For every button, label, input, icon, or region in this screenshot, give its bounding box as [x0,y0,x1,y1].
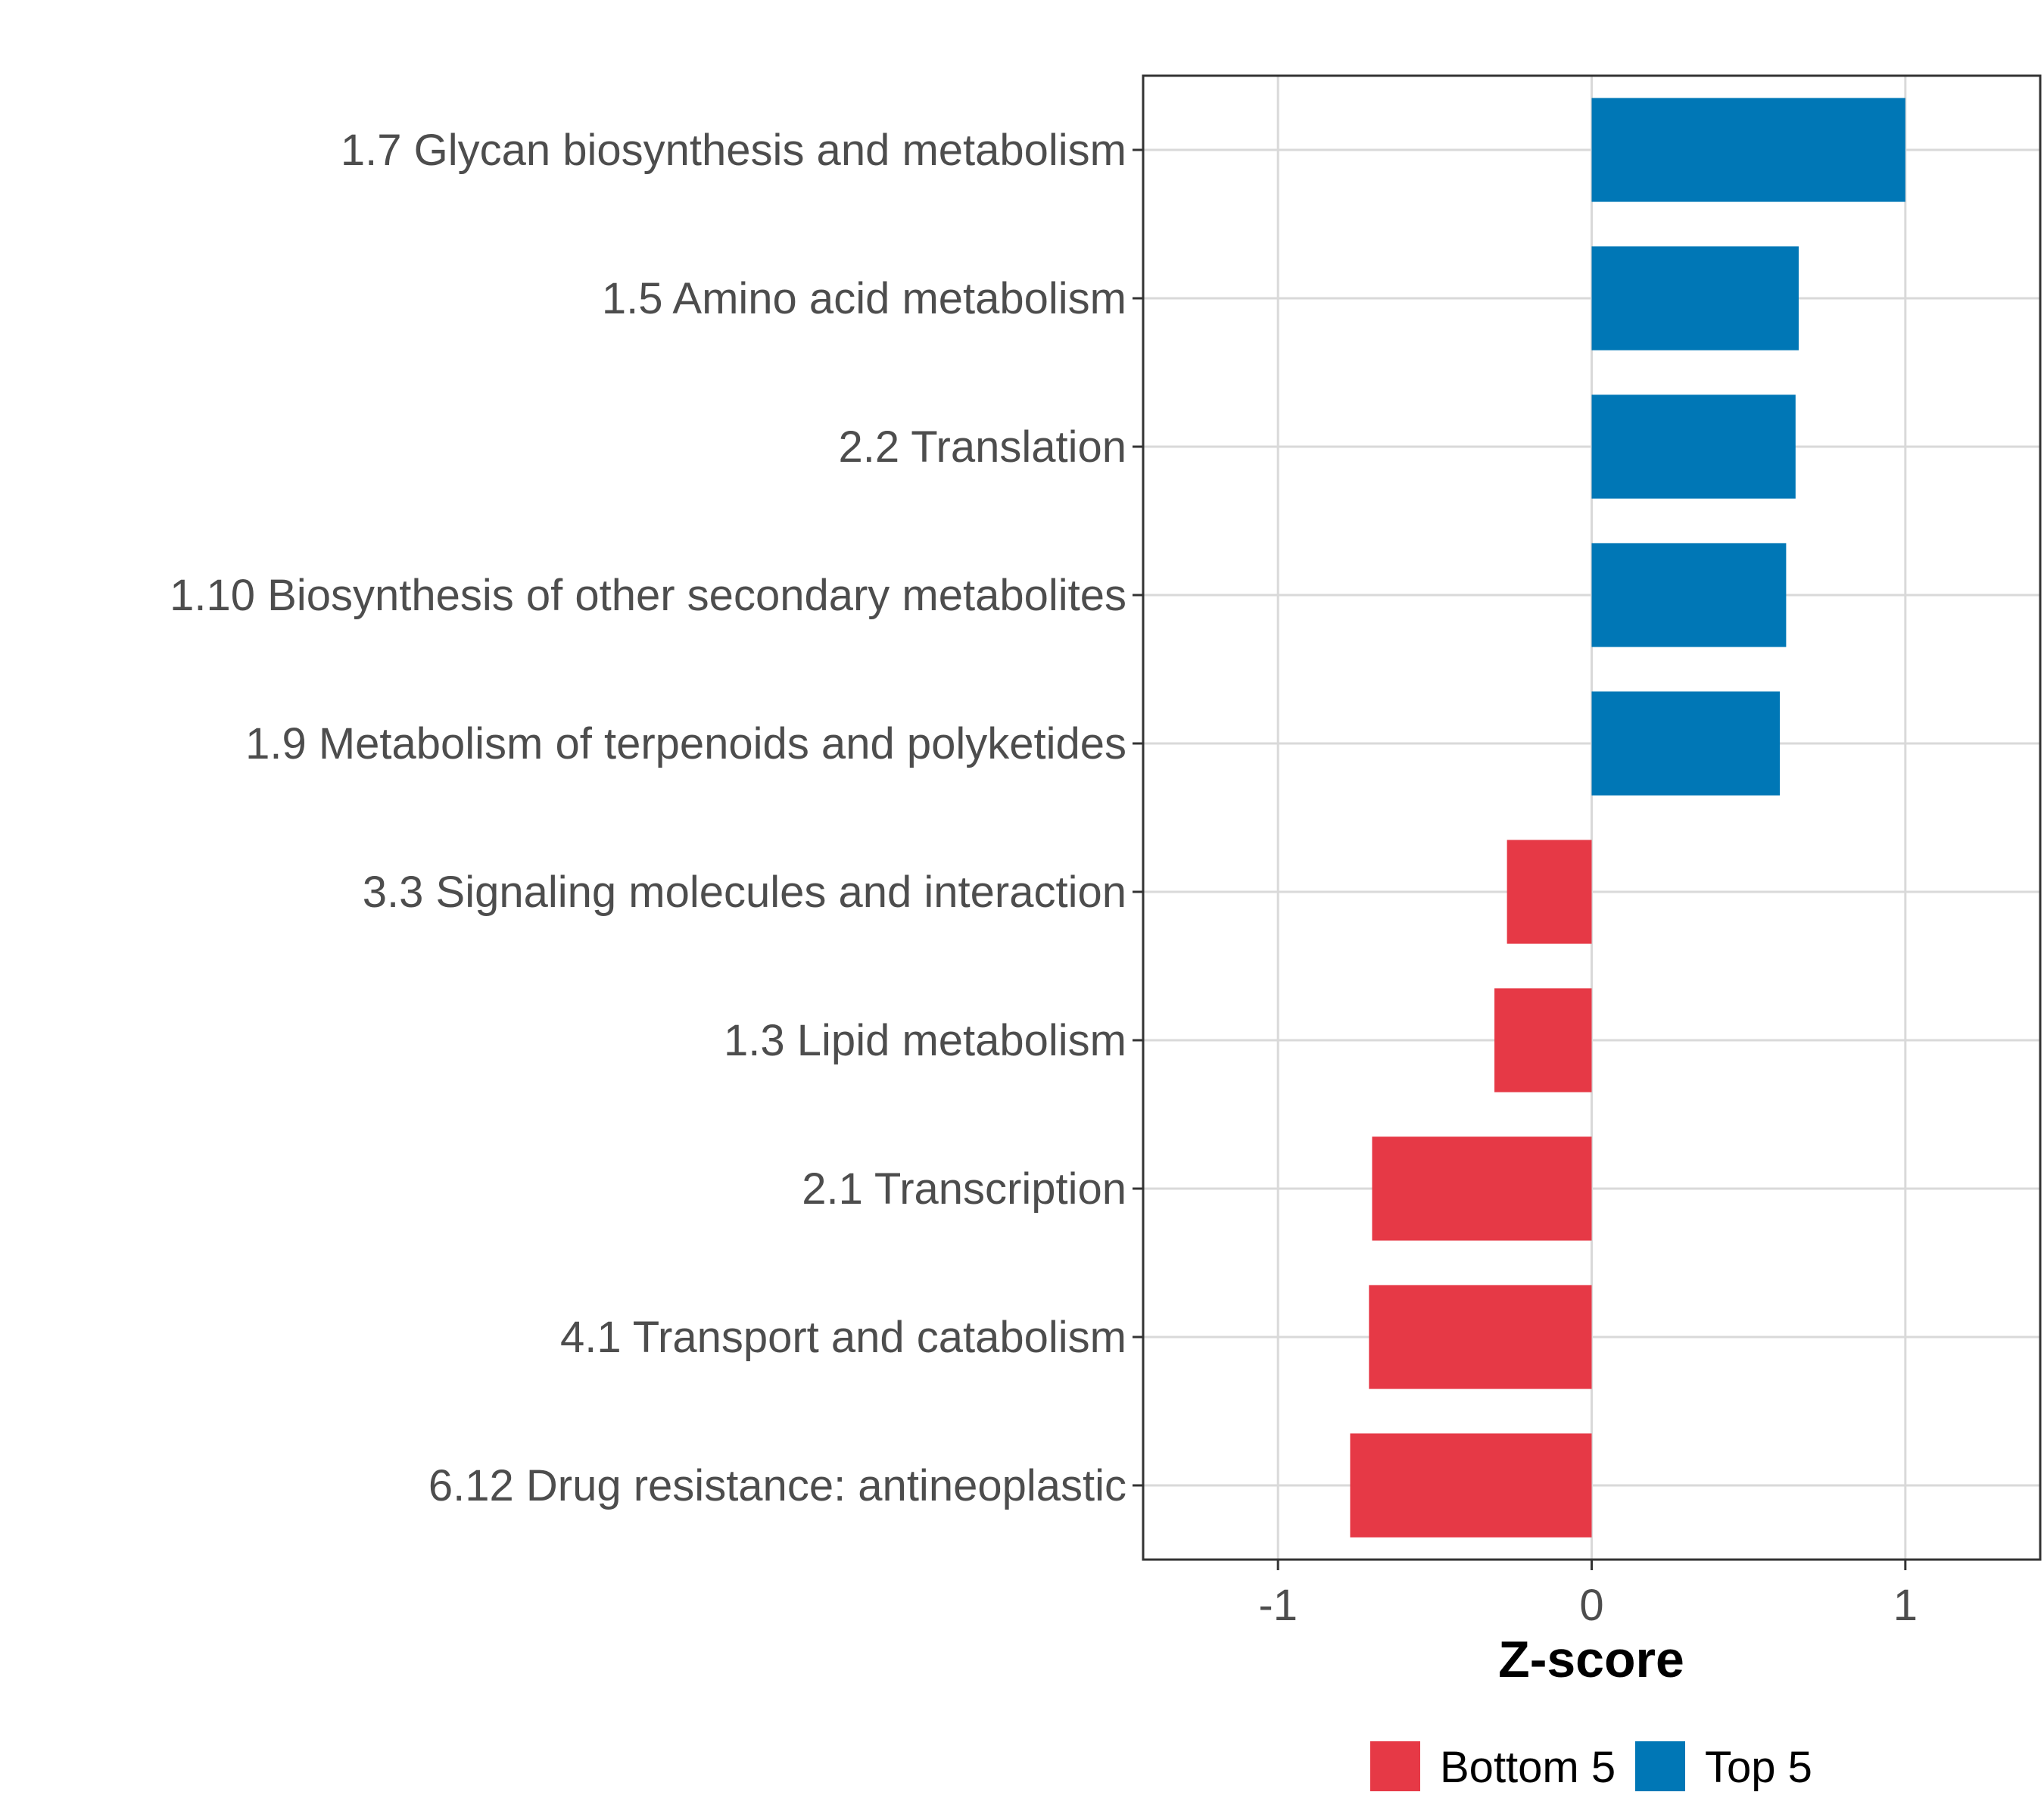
legend: Bottom 5 Top 5 [1370,1741,1812,1792]
category-label: 2.2 Translation [839,422,1126,472]
legend-swatch [1635,1741,1685,1791]
bar [1591,98,1905,202]
bar [1507,840,1592,944]
category-label: 6.12 Drug resistance: antineoplastic [428,1461,1126,1510]
bar [1350,1433,1592,1538]
bar [1494,988,1592,1092]
category-label: 1.9 Metabolism of terpenoids and polyket… [245,719,1126,768]
bar [1591,246,1799,351]
category-label: 1.10 Biosynthesis of other secondary met… [170,571,1126,620]
bar [1591,394,1796,499]
legend-swatch [1370,1741,1420,1791]
category-label: 1.7 Glycan biosynthesis and metabolism [341,126,1126,175]
bar [1591,543,1787,647]
category-label: 3.3 Signaling molecules and interaction [363,868,1126,917]
category-label: 1.3 Lipid metabolism [724,1016,1126,1065]
bar [1591,691,1781,796]
legend-label: Top 5 [1705,1743,1812,1792]
category-label: 2.1 Transcription [802,1164,1126,1214]
x-axis: -1 0 1 [1258,1560,1918,1630]
bar [1369,1285,1592,1389]
bar-layer [1350,98,1905,1538]
x-tick-label: 1 [1893,1581,1918,1630]
x-tick-label: -1 [1258,1581,1298,1630]
x-axis-title: Z-score [1498,1631,1684,1688]
y-axis: 1.7 Glycan biosynthesis and metabolism 1.… [170,126,1143,1510]
bar [1372,1136,1592,1241]
category-label: 4.1 Transport and catabolism [560,1313,1126,1362]
category-label: 1.5 Amino acid metabolism [602,274,1126,323]
legend-label: Bottom 5 [1440,1743,1616,1792]
x-tick-label: 0 [1579,1581,1603,1630]
